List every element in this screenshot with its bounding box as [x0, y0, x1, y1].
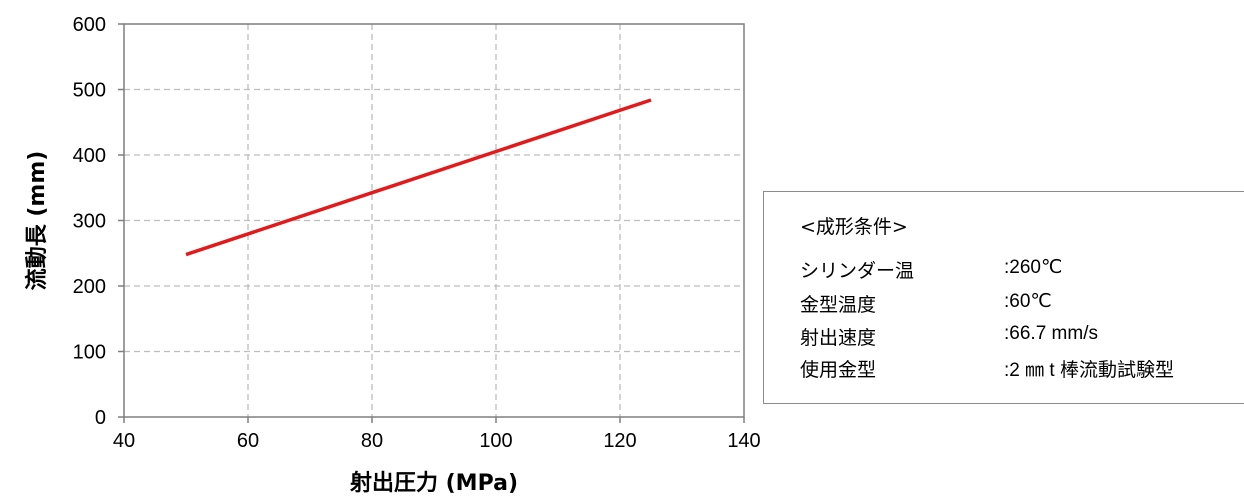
y-tick-label: 600 [73, 14, 106, 36]
x-axis-title: 射出圧力 (MPa) [349, 470, 518, 496]
series-lines [185, 98, 652, 257]
y-tick-label: 100 [73, 342, 106, 364]
x-tick-label: 60 [237, 430, 259, 452]
condition-value: :260℃ [1004, 257, 1063, 278]
axes [118, 23, 745, 423]
condition-value: :2 ㎜ t 棒流動試験型 [1004, 360, 1174, 381]
x-tick-label: 80 [361, 430, 383, 452]
tick-labels: 40 60 80 100 120 140 0 100 200 300 400 500 600 [73, 14, 761, 452]
y-axis-title: 流動長 (mm) [24, 151, 50, 291]
condition-value: :60℃ [1004, 291, 1052, 312]
y-tick-label: 0 [95, 407, 106, 429]
y-tick-label: 400 [73, 145, 106, 167]
y-tick-label: 500 [73, 80, 106, 102]
y-tick-label: 300 [73, 211, 106, 233]
condition-label: 金型温度 [800, 294, 877, 316]
condition-label: シリンダー温 [800, 260, 915, 282]
y-tick-label: 200 [73, 276, 106, 298]
conditions-title: <成形条件> [800, 216, 908, 238]
condition-label: 使用金型 [800, 359, 877, 381]
condition-label: 射出速度 [800, 327, 877, 349]
x-tick-label: 100 [479, 430, 512, 452]
molding-conditions-box: <成形条件> シリンダー温 :260℃ 金型温度 :60℃ 射出速度 :66.7… [763, 191, 1244, 404]
x-tick-label: 40 [113, 430, 135, 452]
condition-value: :66.7 mm/s [1004, 323, 1098, 344]
series-line [185, 98, 652, 257]
x-tick-label: 140 [727, 430, 760, 452]
x-tick-label: 120 [603, 430, 636, 452]
grid-lines [124, 24, 744, 417]
